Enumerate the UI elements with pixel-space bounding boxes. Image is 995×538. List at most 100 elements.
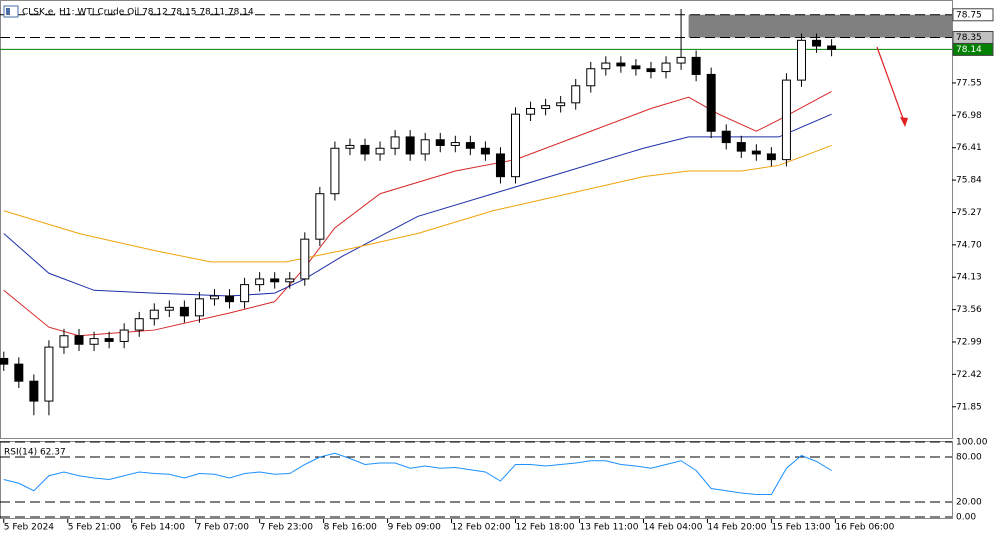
symbol-icon [3, 5, 19, 18]
moving-average [3, 144, 832, 263]
rsi-tick-label: 80.00 [956, 453, 982, 463]
chart-title: CLSK.e, H1: WTI Crude Oil 78.12 78.15 78… [22, 8, 254, 18]
x-tick-label: 5 Feb 2024 [4, 523, 55, 533]
candle-body [631, 65, 641, 70]
y-tick-label: 76.98 [956, 111, 982, 121]
rsi-tick-label: 20.00 [956, 498, 982, 508]
candle-body [44, 346, 54, 402]
candle-body [285, 278, 295, 283]
x-tick-label: 15 Feb 13:00 [771, 523, 830, 533]
candle-body [646, 68, 656, 73]
candle-body [390, 136, 400, 149]
x-tick-label: 5 Feb 21:00 [68, 523, 122, 533]
annotation-arrow [876, 46, 906, 125]
y-tick-label: 74.13 [956, 273, 982, 283]
candle-body [345, 144, 355, 149]
candle-body [360, 144, 370, 155]
x-tick-label: 6 Feb 14:00 [132, 523, 186, 533]
candle-body [375, 147, 385, 155]
moving-average [3, 113, 832, 297]
x-tick-label: 9 Feb 09:00 [388, 523, 442, 533]
moving-average [3, 91, 832, 337]
candle-body [104, 338, 114, 342]
candle-body [134, 318, 144, 331]
price-level-label: 78.14 [956, 45, 982, 55]
candle-body [751, 150, 761, 155]
candle-body [405, 136, 415, 155]
candle-body [255, 278, 265, 286]
main-panel [0, 0, 953, 439]
x-tick-label: 14 Feb 04:00 [643, 523, 702, 533]
rsi-tick-label: 0.00 [956, 513, 976, 523]
y-tick-label: 72.99 [956, 337, 982, 347]
x-tick-label: 13 Feb 11:00 [579, 523, 638, 533]
candle-body [495, 153, 505, 178]
price-level-label-bg [952, 42, 994, 56]
candle-body [541, 105, 551, 110]
y-tick-label: 76.41 [956, 143, 982, 153]
y-tick-label: 74.70 [956, 240, 982, 250]
candle-body [766, 153, 776, 161]
y-tick-label: 77.55 [956, 78, 982, 88]
symbol-icon-part [6, 8, 10, 15]
x-tick-label: 16 Feb 06:00 [835, 523, 894, 533]
candle-body [300, 238, 310, 280]
candle-body [0, 357, 9, 365]
candle-body [270, 278, 280, 283]
candle-body [601, 62, 611, 70]
candle-body [827, 45, 837, 50]
y-tick-label: 71.85 [956, 402, 982, 412]
candle-body [586, 68, 596, 87]
candle-body [315, 193, 325, 240]
candle-body [571, 85, 581, 104]
candle-body [194, 298, 204, 317]
candle-body [812, 39, 822, 47]
candle-body [450, 142, 460, 146]
y-tick-label: 75.84 [956, 176, 982, 186]
candle-body [526, 108, 536, 115]
candle-body [89, 338, 99, 345]
candle-body [330, 147, 340, 195]
candle-body [179, 306, 189, 317]
y-tick-label: 72.42 [956, 370, 982, 380]
x-tick-label: 7 Feb 07:00 [196, 523, 250, 533]
x-tick-label: 14 Feb 20:00 [707, 523, 766, 533]
candle-body [164, 306, 174, 311]
rsi-label: RSI(14) 62.37 [4, 448, 66, 458]
price-level-label-bg [952, 8, 994, 22]
candle-body [676, 56, 686, 64]
candle-body [511, 113, 521, 178]
candle-body [736, 142, 746, 152]
rsi-line [3, 452, 832, 495]
candle-body [556, 102, 566, 107]
y-tick-label: 75.27 [956, 208, 982, 218]
candle-body [616, 62, 626, 67]
x-tick-label: 8 Feb 16:00 [324, 523, 378, 533]
candle-body [74, 335, 84, 345]
candle-body [721, 130, 731, 144]
candle-body [706, 73, 716, 132]
y-tick-label: 73.56 [956, 305, 982, 315]
zone [688, 14, 952, 38]
x-tick-label: 7 Feb 23:00 [260, 523, 314, 533]
candle-body [420, 139, 430, 155]
candle-body [14, 363, 24, 382]
candle-body [119, 329, 129, 342]
candle-body [209, 295, 219, 300]
candle-body [465, 142, 475, 149]
candle-body [240, 284, 250, 303]
rsi-panel [0, 441, 953, 519]
candle-body [435, 139, 445, 146]
candle-body [796, 39, 806, 81]
rsi-tick-label: 100.00 [956, 438, 988, 448]
annotation-arrowhead [900, 117, 908, 127]
x-tick-label: 12 Feb 02:00 [452, 523, 511, 533]
candle-body [149, 309, 159, 320]
candle-body [480, 147, 490, 155]
candle-body [691, 56, 701, 75]
candle-body [59, 335, 69, 348]
candle-body [225, 295, 235, 303]
x-tick-label: 12 Feb 18:00 [516, 523, 575, 533]
price-level-label: 78.35 [956, 33, 982, 43]
